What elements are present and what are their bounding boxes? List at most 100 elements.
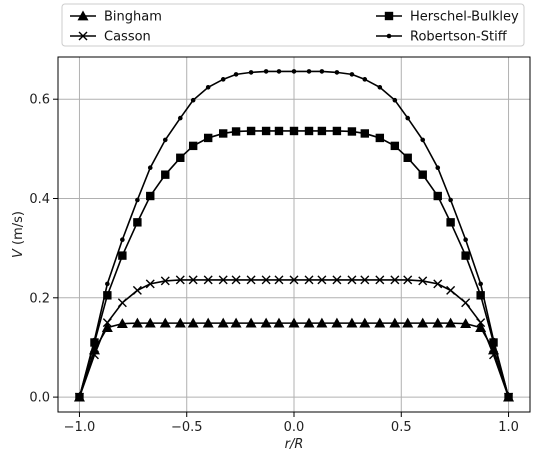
data-point-robertson-stiff (334, 70, 340, 75)
data-point-robertson-stiff (177, 115, 183, 121)
y-axis-label-symbol: V (11, 248, 26, 258)
data-point-bingham (144, 317, 156, 328)
data-point-robertson-stiff (220, 77, 226, 82)
data-point-casson (332, 275, 342, 285)
data-point-herschel-bulkley (133, 218, 142, 227)
data-point-bingham (389, 317, 401, 328)
axis-ticks: −1.0 −0.5 0.0 0.5 1.0 0.0 0.2 0.4 0.6 (29, 93, 519, 435)
data-point-casson (102, 318, 112, 328)
data-point-bingham (217, 317, 229, 328)
data-point-casson (390, 275, 400, 285)
data-point-herschel-bulkley (274, 126, 284, 136)
data-point-robertson-stiff (263, 69, 269, 74)
data-point-bingham (116, 318, 128, 329)
data-point-robertson-stiff (506, 394, 511, 400)
data-point-herschel-bulkley (461, 251, 470, 260)
data-point-robertson-stiff (291, 69, 297, 74)
data-point-casson (231, 275, 241, 285)
data-point-herschel-bulkley (433, 191, 442, 201)
series-layer (73, 69, 515, 402)
data-point-casson (218, 275, 228, 285)
data-point-casson (418, 276, 428, 286)
legend-label-bingham: Bingham (104, 10, 162, 25)
data-point-robertson-stiff (463, 237, 468, 243)
legend-marker-casson (78, 31, 88, 41)
data-point-herschel-bulkley (176, 153, 185, 162)
data-point-herschel-bulkley (418, 170, 427, 179)
y-tick-label: 0.6 (29, 93, 50, 108)
data-point-casson (476, 318, 486, 328)
data-point-robertson-stiff (435, 165, 441, 171)
legend-marker-bingham (77, 10, 89, 21)
data-point-casson (375, 275, 385, 285)
data-point-robertson-stiff (147, 165, 153, 171)
data-point-casson (274, 275, 284, 285)
data-point-bingham (460, 318, 472, 329)
data-point-robertson-stiff (233, 72, 239, 77)
y-axis-label-unit: (m/s) (11, 211, 26, 249)
data-point-robertson-stiff (190, 97, 196, 103)
data-point-herschel-bulkley (203, 133, 213, 143)
data-point-bingham (174, 317, 186, 328)
data-point-robertson-stiff (248, 70, 254, 75)
data-point-bingham (303, 317, 315, 328)
data-point-bingham (202, 317, 214, 328)
data-point-robertson-stiff (349, 72, 355, 77)
y-tick-label: 0.0 (29, 391, 50, 406)
data-point-herschel-bulkley (161, 170, 170, 179)
data-point-herschel-bulkley (390, 141, 400, 151)
data-point-bingham (159, 317, 171, 328)
data-point-bingham (432, 317, 444, 328)
data-point-robertson-stiff (405, 115, 411, 121)
data-point-bingham (245, 317, 257, 328)
data-point-bingham (187, 317, 199, 328)
data-point-bingham (331, 317, 343, 328)
y-tick-label: 0.2 (29, 291, 50, 306)
data-point-robertson-stiff (491, 337, 496, 343)
legend-marker-robertson-stiff (386, 33, 392, 39)
data-point-herschel-bulkley (360, 129, 369, 138)
data-point-herschel-bulkley (103, 291, 112, 300)
data-point-bingham (402, 317, 414, 328)
data-point-casson (446, 285, 456, 295)
data-point-casson (304, 275, 314, 285)
data-point-bingham (359, 317, 371, 328)
data-point-bingham (273, 317, 285, 328)
legend-entry-herschel-bulkley: Herschel-Bulkley (376, 10, 519, 25)
data-point-casson (246, 275, 256, 285)
data-point-bingham (230, 317, 242, 328)
data-point-casson (145, 279, 155, 289)
data-point-casson (175, 275, 185, 285)
data-point-casson (160, 276, 170, 286)
data-point-herschel-bulkley (332, 126, 342, 136)
data-point-bingham (346, 317, 358, 328)
data-point-casson (461, 298, 471, 308)
data-point-robertson-stiff (448, 197, 453, 203)
data-point-robertson-stiff (135, 197, 140, 203)
x-tick-label: −1.0 (64, 420, 96, 435)
data-point-bingham (131, 317, 143, 328)
y-tick-label: 0.4 (29, 192, 50, 207)
data-point-herschel-bulkley (246, 126, 256, 136)
series-robertson-stiff (77, 69, 511, 400)
grid-lines (58, 57, 530, 412)
data-point-bingham (445, 317, 457, 328)
data-point-casson (289, 275, 299, 285)
legend-entry-robertson-stiff: Robertson-Stiff (376, 30, 508, 45)
data-point-herschel-bulkley (231, 127, 241, 136)
data-point-robertson-stiff (306, 69, 312, 74)
data-point-robertson-stiff (377, 84, 383, 90)
x-tick-label: 0.0 (284, 420, 305, 435)
data-point-herschel-bulkley (118, 251, 127, 260)
legend-entry-casson: Casson (70, 30, 151, 45)
data-point-robertson-stiff (362, 77, 368, 82)
data-point-herschel-bulkley (146, 191, 155, 201)
data-point-herschel-bulkley (188, 141, 198, 151)
data-point-casson (403, 275, 413, 285)
legend-marker-herschel-bulkley (384, 11, 394, 21)
data-point-robertson-stiff (478, 281, 483, 287)
y-axis-label: V (m/s) (11, 211, 26, 258)
x-tick-label: 1.0 (498, 420, 519, 435)
legend-label-casson: Casson (104, 30, 151, 45)
